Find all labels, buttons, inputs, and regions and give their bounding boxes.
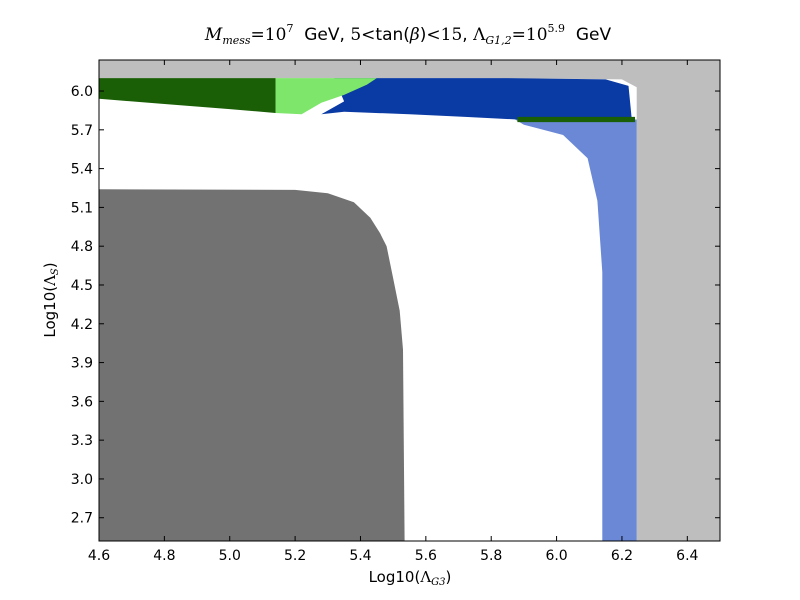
title-lt1: < <box>361 25 375 45</box>
title-tb-fn: tan( <box>375 25 410 45</box>
title-m-symbol: M <box>204 25 223 45</box>
regions-layer <box>99 60 720 541</box>
region-0 <box>99 60 720 541</box>
y-tick-label: 5.7 <box>71 123 93 139</box>
y-axis-title-suffix: ) <box>41 262 59 268</box>
y-axis-title-symbol: Λ <box>41 275 59 287</box>
x-axis-ticks: 4.6 4.8 5.0 5.2 5.4 5.6 5.8 6.0 6.2 6.4 <box>88 60 699 564</box>
x-axis-title-prefix: Log10( <box>369 568 421 586</box>
title-gev2: GeV <box>565 25 611 45</box>
title-tb-hi: 15 <box>441 25 463 45</box>
y-tick-label: 5.1 <box>71 200 93 216</box>
x-axis-title: Log10(ΛG3) <box>369 568 452 588</box>
x-tick-label: 5.6 <box>415 548 437 564</box>
y-axis-title-sub: S <box>50 268 61 275</box>
x-axis-title-symbol: Λ <box>419 568 431 586</box>
y-tick-label: 3.3 <box>71 433 93 449</box>
title-gev1: GeV, <box>293 25 350 45</box>
title-eq2: =10 <box>512 25 548 45</box>
y-axis-ticks: 2.7 3.0 3.3 3.6 3.9 4.2 4.5 4.8 5.1 5.4 5.7 6.0 <box>71 84 720 527</box>
title-lam-exp: 5.9 <box>548 22 566 35</box>
y-tick-label: 3.0 <box>71 472 93 488</box>
y-tick-label: 5.4 <box>71 162 93 178</box>
x-tick-label: 4.6 <box>88 548 110 564</box>
y-tick-label: 2.7 <box>71 511 93 527</box>
x-tick-label: 4.8 <box>153 548 175 564</box>
y-tick-label: 3.9 <box>71 356 93 372</box>
x-tick-label: 6.2 <box>611 548 633 564</box>
chart-title: Mmess=107 GeV, 5<tan(β)<15, ΛG1,2=105.9 … <box>204 22 612 47</box>
y-tick-label: 6.0 <box>71 84 93 100</box>
x-tick-label: 5.0 <box>219 548 241 564</box>
region-2 <box>321 78 632 120</box>
plot-area <box>99 60 720 541</box>
title-eq1: =10 <box>251 25 287 45</box>
region-3 <box>275 78 377 115</box>
title-lam-symbol: Λ <box>472 25 486 45</box>
title-tb-lo: 5 <box>350 25 361 45</box>
region-6 <box>99 189 405 541</box>
region-4 <box>99 78 276 113</box>
region-5 <box>517 116 635 123</box>
title-lam-sub: G1,2 <box>485 34 511 47</box>
x-tick-label: 5.2 <box>284 548 306 564</box>
title-tb-close: ) <box>420 25 427 45</box>
y-tick-label: 3.6 <box>71 394 93 410</box>
y-axis-title-prefix: Log10( <box>41 286 59 338</box>
x-tick-label: 5.8 <box>480 548 502 564</box>
title-comma: , <box>462 25 473 45</box>
title-beta: β <box>409 25 420 45</box>
x-tick-label: 6.4 <box>676 548 698 564</box>
y-tick-label: 4.8 <box>71 239 93 255</box>
x-tick-label: 6.0 <box>545 548 567 564</box>
x-tick-label: 5.4 <box>349 548 371 564</box>
y-tick-label: 4.5 <box>71 278 93 294</box>
title-lt2: < <box>426 25 440 45</box>
x-axis-title-sub: G3 <box>431 577 445 588</box>
title-m-sub: mess <box>222 34 251 47</box>
y-axis-title: Log10(ΛS) <box>41 262 61 337</box>
plot-frame <box>98 59 721 542</box>
region-1 <box>510 116 637 541</box>
title-m-exp: 7 <box>286 22 293 35</box>
x-axis-title-suffix: ) <box>446 568 452 586</box>
y-tick-label: 4.2 <box>71 317 93 333</box>
